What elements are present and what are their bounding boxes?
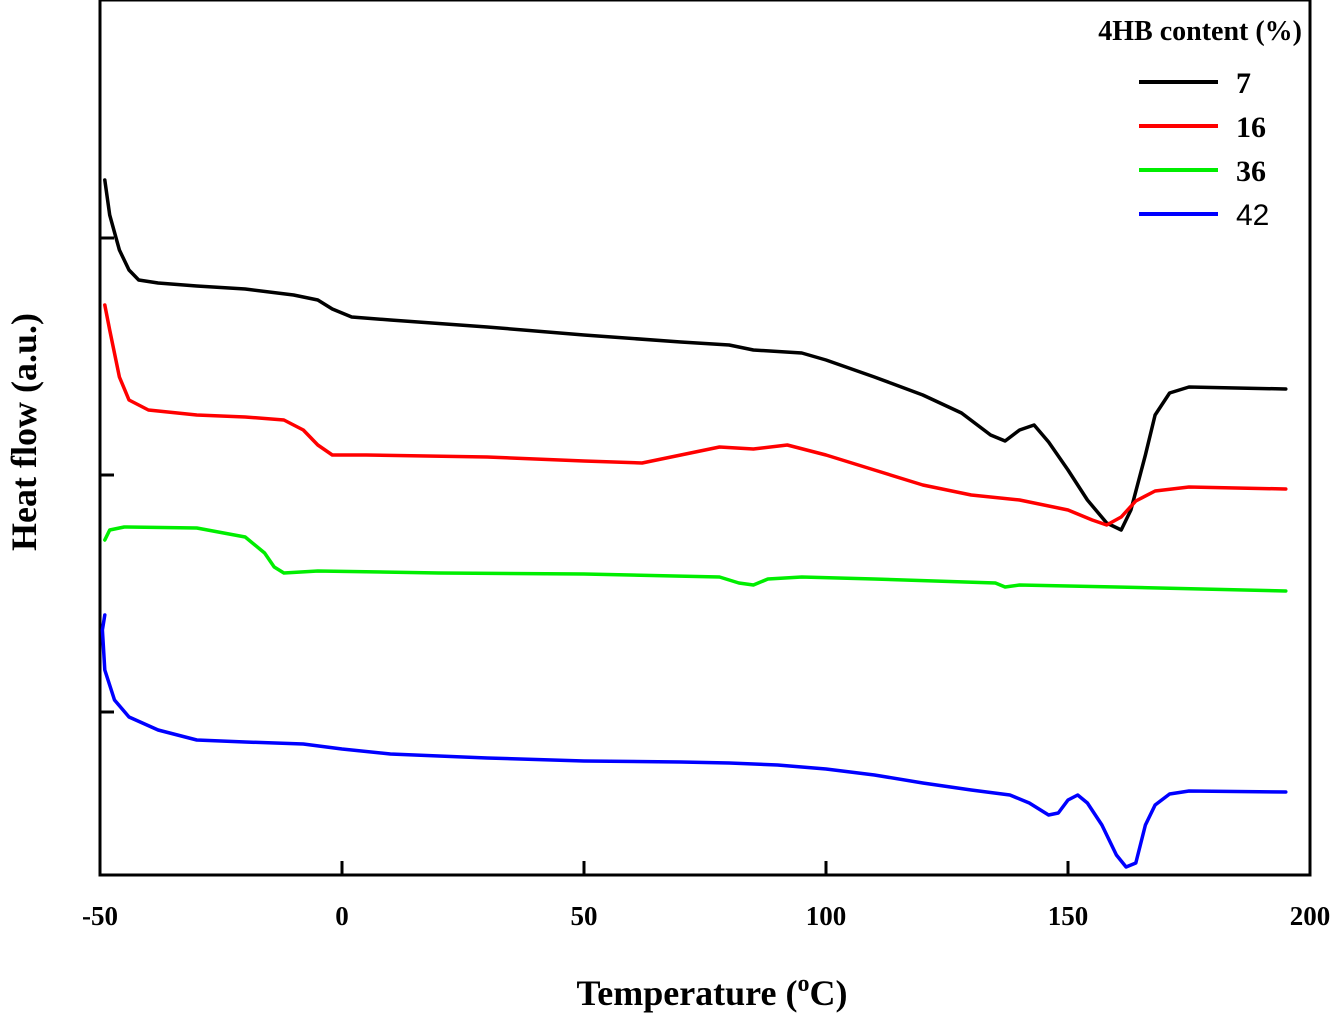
x-axis-ticks: -50 0 50 100 150 200 [82,861,1330,931]
legend: 4HB content (%) 7 16 36 42 [1098,16,1302,232]
series-line-7 [103,178,1288,532]
x-axis-label: Temperature (oC) [577,971,848,1013]
legend-label-16: 16 [1236,111,1266,144]
plot-area [98,0,1312,877]
plot-border [98,0,1312,877]
legend-title: 4HB content (%) [1098,16,1302,47]
x-tick-label: 50 [571,901,598,931]
series-lines [100,178,1288,869]
series-line-36 [103,525,1288,593]
y-axis-label: Heat flow (a.u.) [4,313,44,551]
x-tick-label: 200 [1290,901,1331,931]
x-tick-label: 150 [1048,901,1089,931]
x-tick-label: 0 [335,901,349,931]
series-line-42 [100,613,1288,869]
x-tick-label: 100 [806,901,847,931]
legend-label-42: 42 [1236,199,1269,232]
legend-label-7: 7 [1236,67,1251,100]
series-line-16 [103,303,1288,527]
legend-label-36: 36 [1236,155,1266,188]
x-tick-label: -50 [82,901,118,931]
